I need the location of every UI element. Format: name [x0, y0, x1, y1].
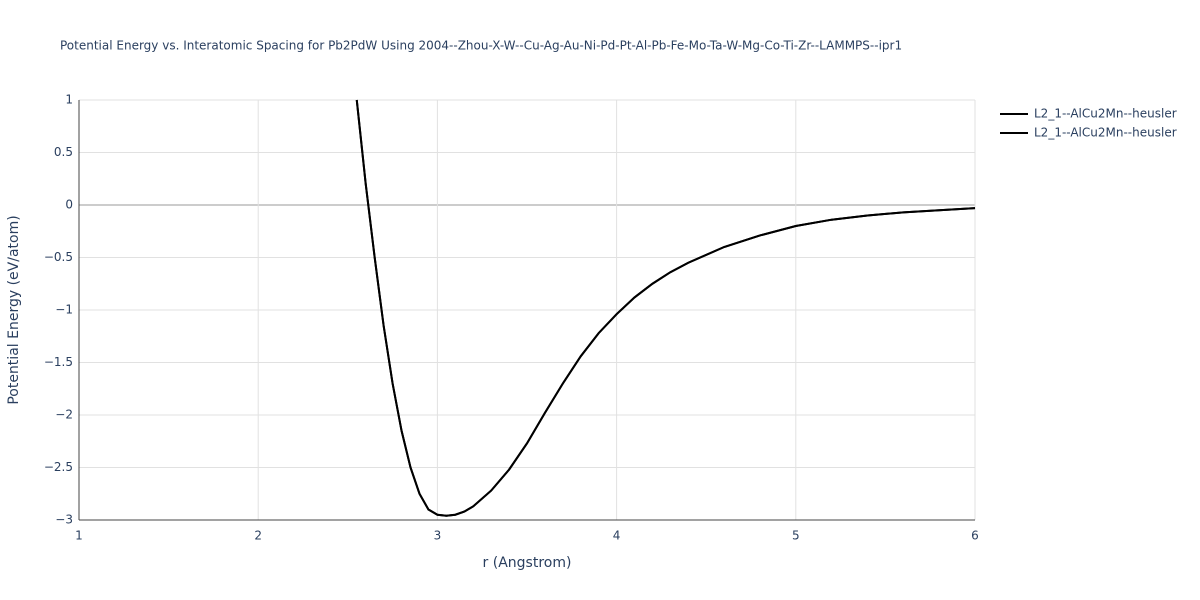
y-tick-label: −2.5: [44, 460, 73, 474]
y-axis-label: Potential Energy (eV/atom): [6, 215, 22, 404]
y-tick-label: 1: [65, 93, 73, 107]
y-tick-label: −3: [55, 513, 73, 527]
y-tick-label: −2: [55, 408, 73, 422]
x-tick-label: 5: [792, 529, 800, 543]
x-axis-label: r (Angstrom): [483, 555, 572, 571]
chart-title: Potential Energy vs. Interatomic Spacing…: [60, 39, 902, 53]
x-tick-label: 2: [254, 529, 262, 543]
line-series: [355, 99, 976, 517]
y-tick-label: −0.5: [44, 250, 73, 264]
x-tick-label: 4: [613, 529, 621, 543]
y-tick-label: 0.5: [54, 145, 73, 159]
y-tick-label: 0: [65, 198, 73, 212]
legend-label: L2_1--AlCu2Mn--heusler: [1034, 107, 1177, 121]
line-series: [355, 99, 976, 517]
x-tick-label: 3: [434, 529, 442, 543]
y-tick-label: −1.5: [44, 355, 73, 369]
legend-label: L2_1--AlCu2Mn--heusler: [1034, 126, 1177, 140]
y-tick-label: −1: [55, 303, 73, 317]
x-tick-label: 6: [971, 529, 979, 543]
x-tick-label: 1: [75, 529, 83, 543]
